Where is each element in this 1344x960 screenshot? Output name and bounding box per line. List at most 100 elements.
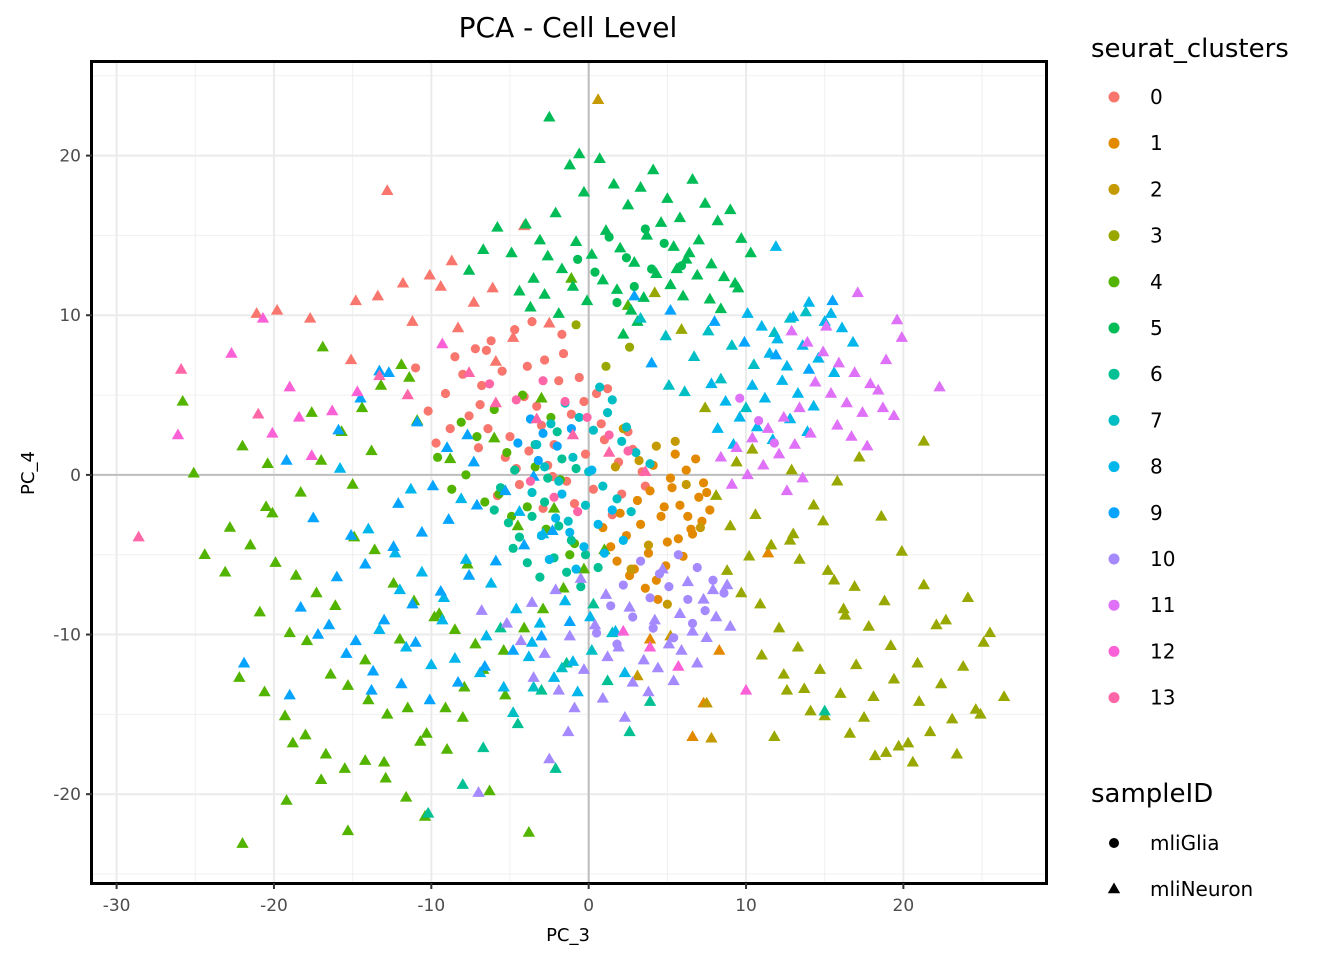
data-point-cluster-13	[511, 395, 521, 405]
data-point-cluster-8	[362, 522, 375, 534]
data-point-cluster-1	[673, 534, 683, 544]
legend-label-cluster-8: 8	[1150, 455, 1163, 479]
data-point-cluster-8	[459, 553, 473, 564]
data-point-cluster-4	[565, 550, 575, 560]
legend-label-cluster-6: 6	[1150, 362, 1163, 386]
data-point-cluster-1	[612, 556, 622, 566]
data-point-cluster-11	[796, 471, 809, 483]
data-point-cluster-8	[746, 378, 759, 390]
data-point-cluster-9	[377, 613, 391, 625]
data-point-cluster-9	[533, 455, 543, 466]
data-point-cluster-13	[174, 363, 188, 374]
data-point-cluster-0	[349, 294, 362, 306]
data-point-cluster-5	[735, 232, 748, 243]
data-point-cluster-8	[333, 462, 347, 473]
data-point-cluster-0	[514, 479, 525, 490]
data-point-cluster-8	[776, 374, 789, 385]
data-point-cluster-5	[543, 110, 556, 122]
data-point-cluster-5	[650, 267, 663, 278]
data-point-cluster-12	[225, 347, 238, 358]
data-point-cluster-11	[746, 431, 759, 443]
data-point-cluster-11	[864, 377, 877, 389]
data-point-cluster-11	[876, 401, 890, 413]
data-point-cluster-5	[569, 235, 583, 247]
data-point-cluster-10	[552, 683, 565, 695]
data-point-cluster-8	[787, 310, 800, 322]
data-point-cluster-10	[686, 624, 699, 636]
data-point-cluster-10	[719, 588, 729, 598]
data-point-cluster-8	[547, 671, 561, 682]
data-point-cluster-9	[426, 479, 440, 491]
data-point-cluster-5	[634, 181, 647, 192]
data-point-cluster-4	[439, 701, 452, 713]
data-point-cluster-0	[505, 431, 515, 442]
data-point-cluster-1	[691, 454, 701, 464]
data-point-cluster-9	[307, 511, 320, 523]
data-point-cluster-8	[705, 377, 718, 389]
data-point-cluster-11	[761, 422, 775, 433]
data-point-cluster-4	[359, 754, 372, 765]
data-point-cluster-1	[615, 508, 625, 518]
data-point-cluster-9	[489, 554, 503, 566]
data-point-cluster-5	[703, 292, 717, 304]
data-point-cluster-5	[610, 283, 624, 294]
data-point-cluster-1	[670, 449, 680, 459]
data-point-cluster-3	[742, 549, 756, 561]
data-point-cluster-12	[643, 640, 657, 652]
data-point-cluster-10	[642, 685, 655, 697]
data-point-cluster-7	[532, 439, 542, 450]
data-point-cluster-10	[618, 711, 632, 722]
data-point-cluster-9	[280, 454, 293, 465]
y-tick-label: -10	[53, 626, 81, 646]
data-point-cluster-10	[645, 593, 655, 603]
data-point-cluster-9	[802, 363, 816, 374]
data-point-cluster-4	[341, 824, 355, 836]
data-point-cluster-3	[879, 746, 893, 757]
data-point-cluster-9	[434, 584, 447, 596]
data-point-cluster-0	[527, 317, 537, 327]
shape-legend-title: sampleID	[1091, 779, 1213, 809]
data-point-cluster-9	[461, 428, 474, 440]
legend-label-cluster-10: 10	[1150, 547, 1175, 571]
data-point-cluster-0	[481, 345, 491, 355]
data-point-cluster-3	[997, 690, 1011, 702]
y-tick-label: -20	[53, 785, 81, 805]
data-point-cluster-9	[340, 647, 353, 658]
data-point-cluster-7	[725, 339, 739, 350]
data-point-cluster-0	[434, 280, 447, 291]
data-point-cluster-8	[455, 492, 468, 504]
data-point-cluster-5	[519, 217, 532, 229]
data-point-cluster-3	[857, 711, 871, 722]
legend-label-cluster-7: 7	[1150, 408, 1163, 432]
data-point-cluster-8	[480, 629, 493, 641]
data-point-cluster-7	[598, 481, 608, 491]
data-point-cluster-4	[448, 623, 462, 634]
data-point-cluster-6	[508, 543, 518, 553]
data-point-cluster-13	[489, 396, 503, 408]
data-point-cluster-8	[404, 482, 418, 494]
data-point-cluster-5	[524, 300, 537, 312]
data-point-cluster-0	[522, 361, 532, 371]
data-point-cluster-10	[654, 569, 665, 579]
data-point-cluster-10	[669, 633, 679, 643]
data-point-cluster-1	[702, 487, 712, 498]
data-point-cluster-3	[730, 455, 743, 467]
data-point-cluster-4	[314, 773, 328, 785]
legend-key-cluster-11	[1108, 599, 1120, 611]
data-point-cluster-7	[678, 385, 691, 397]
data-point-cluster-3	[837, 602, 850, 614]
data-point-cluster-2	[695, 522, 705, 533]
data-point-cluster-3	[724, 519, 737, 531]
data-point-cluster-3	[768, 730, 781, 741]
data-point-cluster-11	[845, 430, 858, 441]
x-axis-ticks: -30 -20 -10 0 10 20	[103, 883, 914, 916]
data-point-cluster-9	[552, 441, 562, 451]
legend-key-mliNeuron	[1107, 882, 1121, 894]
data-point-cluster-4	[565, 272, 578, 283]
data-point-cluster-5	[676, 289, 690, 301]
data-point-cluster-10	[500, 616, 514, 628]
data-point-cluster-8	[533, 616, 547, 628]
y-tick-label: 10	[59, 306, 81, 326]
data-point-cluster-9	[826, 294, 839, 306]
data-point-cluster-5	[585, 248, 598, 259]
